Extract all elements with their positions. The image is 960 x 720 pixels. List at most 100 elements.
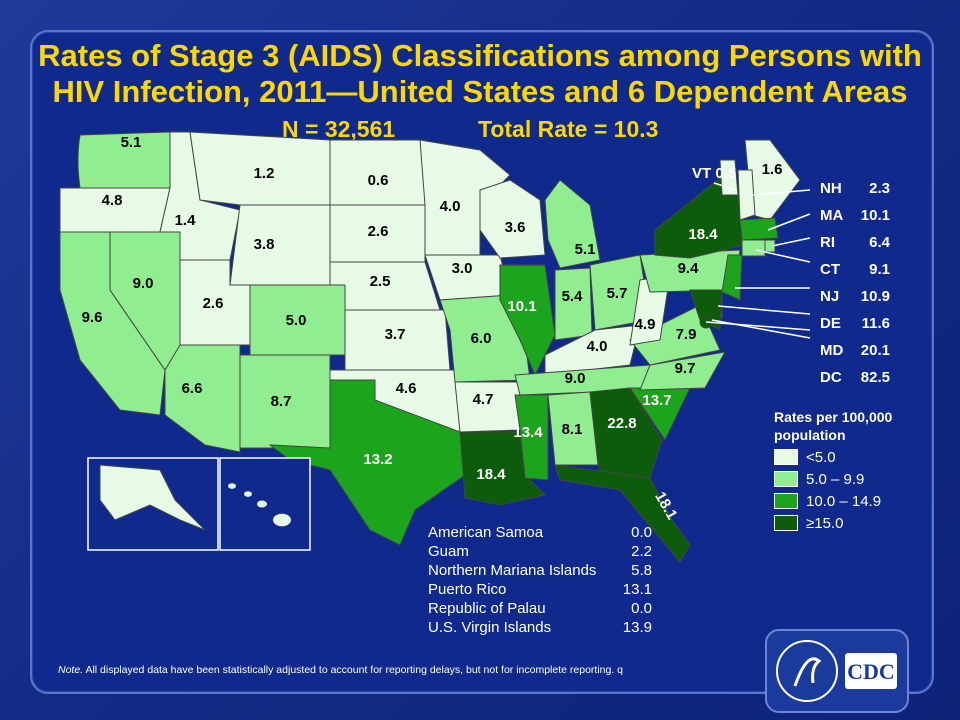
rate-label-ms: 13.4 [513,424,543,441]
rate-label-sd: 2.6 [368,223,389,240]
northeast-row-md: MD 20.1 [820,337,890,364]
state-wy [229,204,331,286]
state-mi [544,179,601,269]
title-line-2: HIV Infection, 2011—United States and 6 … [52,74,908,109]
rate-label-ga: 22.8 [607,415,636,432]
northeast-row-dc: DC 82.5 [820,364,890,391]
legend-swatch [774,515,798,531]
leader-line [713,182,737,191]
rate-label-co: 5.0 [286,312,307,329]
rate-label-ny: 18.4 [688,226,718,243]
state-rate: 10.9 [860,288,890,305]
leader-line [755,249,811,263]
state-ga [589,387,663,479]
northeast-row-ct: CT 9.1 [820,256,890,283]
rate-label-wy: 3.8 [254,236,275,253]
state-rate: 9.1 [869,261,890,278]
rate-label-ky: 4.0 [587,338,608,355]
state-rate: 82.5 [860,369,890,386]
rate-label-tn: 9.0 [565,370,586,387]
northeast-row-nh: NH 2.3 [820,175,890,202]
vt-label: VT 0.5 [692,165,736,182]
rate-label-oh: 5.7 [607,285,628,302]
title-line-1: Rates of Stage 3 (AIDS) Classifications … [38,38,922,73]
leader-line [717,305,811,315]
legend: Rates per 100,000 population <5.0 5.0 – … [774,408,934,532]
territory-rate: 0.0 [631,600,652,617]
rate-label-az: 6.6 [182,380,203,397]
state-abbr: MA [820,207,844,224]
territory-name: U.S. Virgin Islands [428,619,552,636]
territory-name: Northern Mariana Islands [428,562,597,579]
rate-label-or: 4.8 [102,192,123,209]
northeast-row-nj: NJ 10.9 [820,283,890,310]
territory-row: Puerto Rico 13.1 [428,580,652,599]
rate-label-tx: 13.2 [363,451,392,468]
rate-label-ok: 4.6 [396,380,417,397]
rate-label-pa: 9.4 [678,260,700,277]
territory-row: Northern Mariana Islands 5.8 [428,561,652,580]
state-rate: 11.6 [861,315,890,332]
territory-row: U.S. Virgin Islands 13.9 [428,618,652,637]
state-abbr: CT [820,261,840,278]
northeast-row-de: DE 11.6 [820,310,890,337]
rate-label-va: 7.9 [676,326,697,343]
rate-label-sc: 13.7 [642,392,671,409]
state-rate: 2.3 [869,180,890,197]
rate-label-wa: 5.1 [121,134,142,151]
territories-list: American Samoa 0.0 Guam 2.2 Northern Mariana… [428,523,652,637]
n-count: N = 32,561 [282,116,396,142]
legend-item-lt5: <5.0 [774,448,934,466]
territory-rate: 13.1 [622,581,652,598]
rate-label-ks: 3.7 [385,326,406,343]
state-rate: 20.1 [860,342,890,359]
territory-rate: 0.0 [631,524,652,541]
rate-label-wv: 4.9 [635,316,656,333]
rate-label-ut: 2.6 [203,295,224,312]
state-ak [99,464,206,531]
northeast-row-ma: MA 10.1 [820,202,890,229]
state-ri [764,239,776,253]
rate-label-ia: 3.0 [452,260,473,277]
footnote: Note. All displayed data have been stati… [58,664,624,676]
state-rate: 10.1 [860,207,890,224]
leader-line [771,237,811,247]
rate-label-al: 8.1 [562,421,583,438]
state-abbr: MD [820,342,844,359]
state-hi [257,500,267,508]
legend-swatch [774,449,798,465]
legend-item-5-10: 5.0 – 9.9 [774,470,934,488]
state-fl [554,464,691,563]
territory-name: Guam [428,543,469,560]
territory-name: Republic of Palau [428,600,546,617]
northeast-row-ri: RI 6.4 [820,229,890,256]
state-hi [228,483,236,489]
state-nh [737,169,756,221]
rate-label-id: 1.4 [175,212,197,229]
state-abbr: NJ [820,288,840,305]
rate-label-wi: 3.6 [505,219,526,236]
rate-label-mi: 5.1 [575,241,596,258]
leader-line [767,213,811,231]
rate-label-nv: 9.0 [133,275,154,292]
legend-title: Rates per 100,000 population [774,409,893,443]
rate-label-il: 10.1 [507,298,536,315]
rate-label-mt: 1.2 [254,165,275,182]
state-az [164,344,241,453]
northeast-rates: NH 2.3 MA 10.1 RI 6.4 CT 9.1 NJ 10.9 DE 11.6 MD 20.1 D… [820,175,890,391]
territory-row: Guam 2.2 [428,542,652,561]
territory-rate: 5.8 [631,562,652,579]
state-rate: 6.4 [869,234,890,251]
rate-label-mn: 4.0 [440,198,461,215]
rate-label-ar: 4.7 [473,391,494,408]
state-va [629,304,721,366]
state-abbr: DC [820,369,842,386]
territory-name: American Samoa [428,524,544,541]
territory-rate: 2.2 [631,543,652,560]
state-ct [741,239,766,257]
rate-label-ca: 9.6 [82,309,103,326]
rate-label-nc: 9.7 [675,360,696,377]
state-abbr: NH [820,180,842,197]
rate-label-ne: 2.5 [370,273,391,290]
